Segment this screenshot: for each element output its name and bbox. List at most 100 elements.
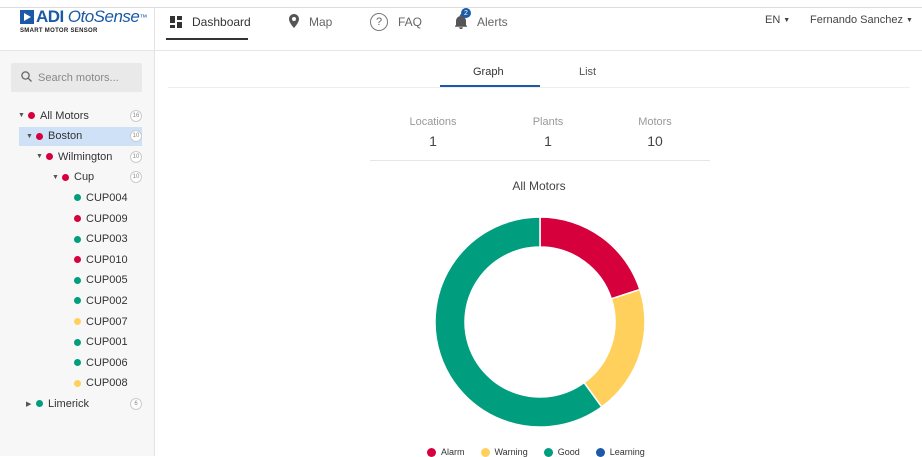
nav-alerts[interactable]: 2 Alerts [455, 8, 508, 32]
stats-divider [370, 160, 710, 161]
user-menu[interactable]: Fernando Sanchez ▼ [810, 14, 913, 26]
stat-motors: Motors 10 [605, 116, 705, 149]
top-navigation-bar: ADI OtoSense ™ SMART MOTOR SENSOR Dashboa… [0, 0, 922, 51]
stat-label: Plants [532, 116, 564, 128]
collapse-arrow-icon[interactable]: ▼ [52, 173, 59, 181]
adi-logo-icon [20, 10, 34, 24]
donut-slice-warning[interactable] [583, 288, 646, 408]
tree-item[interactable]: ▼ Wilmington 10 [36, 147, 142, 166]
status-dot [74, 318, 81, 325]
collapse-arrow-icon[interactable]: ▼ [18, 112, 25, 119]
tree-item-label: CUP004 [86, 191, 128, 204]
status-dot [74, 379, 81, 387]
tree-item-label: Boston [48, 130, 83, 143]
status-dot [28, 112, 35, 119]
search-motors-input[interactable]: Search motors... [11, 63, 142, 92]
chart-title: All Motors [512, 179, 566, 193]
tree-item-label: CUP005 [86, 274, 128, 287]
donut-slice-good[interactable] [434, 216, 603, 428]
status-dot [46, 153, 53, 161]
status-dot [74, 194, 81, 202]
active-nav-indicator [166, 38, 248, 40]
tree-item[interactable]: ▼ All Motors 16 [18, 106, 142, 125]
tree-item[interactable]: CUP003 [74, 230, 142, 249]
tree-item-label: CUP006 [86, 356, 128, 369]
legend-label: Warning [494, 447, 528, 457]
status-dot [74, 235, 81, 243]
motor-count-badge: 10 [130, 150, 142, 163]
legend-item-good[interactable]: Good [543, 447, 580, 457]
tab-list[interactable]: List [579, 66, 597, 78]
caret-down-icon: ▼ [783, 17, 791, 24]
stat-value: 10 [647, 133, 663, 149]
collapse-arrow-icon[interactable]: ▼ [26, 132, 33, 140]
legend-dot [427, 447, 436, 457]
product-name: OtoSense [67, 7, 140, 26]
tree-item[interactable]: CUP006 [74, 353, 142, 372]
tree-item-label: CUP008 [86, 377, 128, 390]
stat-label: Motors [638, 116, 672, 128]
stat-locations: Locations 1 [383, 116, 483, 149]
donut-slice-alarm[interactable] [539, 216, 641, 300]
tree-item[interactable]: CUP002 [74, 291, 142, 310]
tab-graph[interactable]: Graph [473, 66, 504, 78]
tree-item-label: CUP003 [86, 233, 128, 246]
stat-value: 1 [429, 133, 437, 149]
motor-count-badge: 6 [130, 397, 142, 410]
legend-item-warning[interactable]: Warning [480, 447, 528, 457]
tree-item-label: CUP010 [86, 253, 128, 266]
sidebar: Search motors... ▼ All Motors 16 ▼ Boston 10 ▼… [0, 51, 154, 456]
alerts-count-badge: 2 [461, 8, 471, 18]
tree-item-label: Limerick [48, 397, 89, 410]
tree-item[interactable]: CUP007 [74, 312, 142, 331]
question-circle-icon: ? [370, 13, 388, 31]
legend-dot [595, 447, 605, 457]
adi-otosense-logo[interactable]: ADI OtoSense ™ SMART MOTOR SENSOR [20, 7, 155, 42]
motor-count-badge: 16 [130, 109, 142, 122]
tree-item[interactable]: CUP004 [74, 188, 142, 207]
active-tab-indicator [440, 85, 540, 87]
tree-item[interactable]: CUP005 [74, 271, 142, 290]
tree-item-label: Wilmington [58, 150, 113, 163]
tabs-divider [168, 87, 910, 88]
sidebar-divider [154, 8, 155, 456]
tree-item-label: CUP009 [86, 212, 128, 225]
search-placeholder: Search motors... [38, 71, 119, 84]
stat-label: Locations [409, 116, 457, 128]
map-pin-icon [289, 13, 299, 31]
nav-dashboard[interactable]: Dashboard [170, 12, 251, 32]
legend-dot [543, 447, 553, 457]
caret-down-icon: ▼ [905, 17, 913, 24]
tree-item[interactable]: CUP010 [74, 250, 142, 269]
motor-count-badge: 10 [130, 171, 142, 184]
nav-map-label: Map [309, 15, 333, 29]
expand-arrow-icon[interactable]: ▶ [26, 400, 32, 408]
status-dot [74, 215, 81, 222]
tree-item-label: CUP007 [86, 315, 128, 328]
legend-label: Alarm [441, 447, 465, 457]
tree-item[interactable]: ▼ Cup 10 [52, 168, 142, 187]
status-dot [74, 256, 81, 264]
stat-value: 1 [544, 133, 552, 149]
chart-legend: Alarm Warning Good Learning [427, 447, 661, 457]
tree-item[interactable]: CUP001 [74, 333, 142, 352]
legend-dot [480, 447, 490, 457]
tree-item-label: All Motors [40, 109, 89, 122]
motor-status-donut-chart [434, 216, 646, 428]
tree-item[interactable]: CUP009 [74, 209, 142, 228]
tree-item-label: CUP002 [86, 294, 128, 307]
search-icon [21, 70, 32, 85]
tree-item-label: Cup [74, 171, 95, 184]
legend-item-learning[interactable]: Learning [595, 447, 645, 457]
view-tabs: Graph List [440, 60, 640, 88]
language-selector[interactable]: EN ▼ [765, 14, 790, 26]
brand-tagline: SMART MOTOR SENSOR [20, 28, 98, 34]
nav-faq[interactable]: ? FAQ [370, 12, 422, 32]
tree-item[interactable]: ▼ Boston 10 [19, 126, 142, 146]
collapse-arrow-icon[interactable]: ▼ [36, 153, 43, 161]
nav-map[interactable]: Map [289, 12, 332, 32]
status-dot [74, 297, 81, 305]
legend-item-alarm[interactable]: Alarm [427, 447, 465, 457]
tree-item[interactable]: CUP008 [74, 374, 142, 393]
tree-item[interactable]: ▶ Limerick 6 [26, 394, 142, 413]
